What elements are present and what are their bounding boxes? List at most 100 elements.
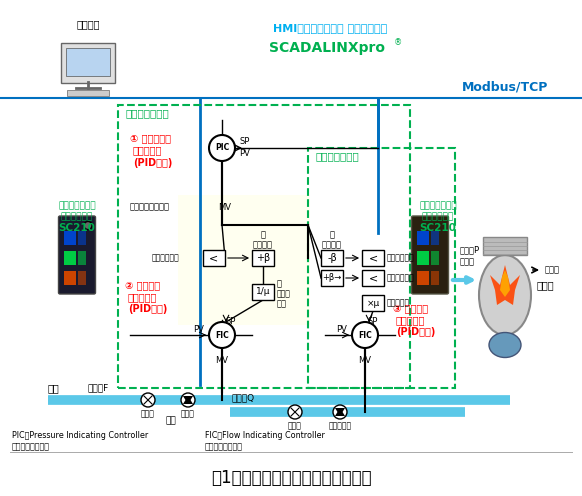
Circle shape xyxy=(209,135,235,161)
Text: <: < xyxy=(210,253,219,263)
Text: (PID制御): (PID制御) xyxy=(128,304,168,314)
Text: SP: SP xyxy=(368,317,378,326)
Text: MV: MV xyxy=(218,202,231,211)
Text: SCADALINXpro: SCADALINXpro xyxy=(269,41,385,55)
Bar xyxy=(431,270,439,285)
Circle shape xyxy=(333,405,347,419)
Text: 1/μ: 1/μ xyxy=(255,288,270,297)
Polygon shape xyxy=(183,396,193,404)
Text: 主蒸気: 主蒸気 xyxy=(545,265,560,274)
FancyBboxPatch shape xyxy=(61,43,115,83)
Text: PV: PV xyxy=(239,149,250,159)
Text: 流量計: 流量計 xyxy=(288,421,302,430)
Text: PIC：Pressure Indicating Controller: PIC：Pressure Indicating Controller xyxy=(12,432,148,440)
Text: 流量：Q: 流量：Q xyxy=(232,393,255,402)
Bar xyxy=(308,148,455,388)
Text: シングルループ: シングルループ xyxy=(58,201,96,210)
Circle shape xyxy=(84,222,92,230)
Bar xyxy=(64,250,76,264)
Text: -β: -β xyxy=(327,253,337,263)
Text: (PID制御): (PID制御) xyxy=(133,158,172,168)
Polygon shape xyxy=(335,408,345,416)
Bar xyxy=(252,250,274,266)
Text: コントローラ: コントローラ xyxy=(422,212,454,222)
Text: 調節ダンパ: 調節ダンパ xyxy=(328,421,352,430)
Text: パソコン: パソコン xyxy=(76,19,100,29)
Circle shape xyxy=(209,322,235,348)
FancyBboxPatch shape xyxy=(59,216,95,294)
Bar xyxy=(66,48,110,76)
Text: 圧力指示調節計: 圧力指示調節計 xyxy=(12,442,50,451)
Text: Modbus/TCP: Modbus/TCP xyxy=(462,80,548,94)
Bar xyxy=(118,105,410,388)
Bar xyxy=(417,231,429,245)
Ellipse shape xyxy=(489,332,521,358)
Bar xyxy=(417,250,429,264)
Text: MV: MV xyxy=(215,356,229,365)
Text: 負: 負 xyxy=(329,231,335,240)
Bar xyxy=(321,270,343,286)
Text: バイアス: バイアス xyxy=(253,241,273,249)
FancyBboxPatch shape xyxy=(411,216,449,294)
Text: PIC: PIC xyxy=(215,143,229,152)
Ellipse shape xyxy=(479,255,531,335)
Bar xyxy=(483,237,527,255)
Text: +β→: +β→ xyxy=(322,273,342,283)
Bar xyxy=(417,270,429,285)
Text: 空燃比設定: 空燃比設定 xyxy=(387,299,410,308)
Circle shape xyxy=(288,405,302,419)
Text: PV: PV xyxy=(336,325,347,334)
Bar xyxy=(321,250,343,266)
Text: 設定: 設定 xyxy=(277,300,287,309)
Text: コントローラ１: コントローラ１ xyxy=(126,108,170,118)
Text: SC210: SC210 xyxy=(59,223,95,233)
Text: コントローラ: コントローラ xyxy=(61,212,93,222)
Text: ③ 空気流量: ③ 空気流量 xyxy=(393,303,428,313)
Text: コントローラ２: コントローラ２ xyxy=(316,151,360,161)
Text: ×μ: ×μ xyxy=(367,299,379,308)
Bar xyxy=(431,231,439,245)
Circle shape xyxy=(141,393,155,407)
Bar xyxy=(78,250,86,264)
Bar xyxy=(203,250,225,266)
Text: 制御ループ: 制御ループ xyxy=(133,145,162,155)
Text: <: < xyxy=(368,273,378,283)
Text: MV: MV xyxy=(359,356,371,365)
Text: 空気: 空気 xyxy=(165,417,176,426)
Bar xyxy=(178,195,310,325)
Bar xyxy=(362,250,384,266)
Bar xyxy=(252,284,274,300)
Text: ローセレクタ: ローセレクタ xyxy=(151,253,179,262)
Text: シングルループ: シングルループ xyxy=(419,201,457,210)
Text: SP: SP xyxy=(239,137,249,146)
Polygon shape xyxy=(490,265,520,305)
Text: ハイセレクタ: ハイセレクタ xyxy=(387,253,415,262)
Text: SP: SP xyxy=(225,317,235,326)
Text: SC210: SC210 xyxy=(420,223,456,233)
Text: 流量指示調節計: 流量指示調節計 xyxy=(205,442,243,451)
Circle shape xyxy=(352,322,378,348)
Bar xyxy=(431,250,439,264)
Text: 圧力：P: 圧力：P xyxy=(460,246,480,254)
Text: 燃料: 燃料 xyxy=(48,383,60,393)
Text: 空燃比: 空燃比 xyxy=(277,290,291,299)
Text: PV: PV xyxy=(193,325,204,334)
Text: 制御ループ: 制御ループ xyxy=(128,292,157,302)
Text: 流量計: 流量計 xyxy=(141,409,155,418)
Bar xyxy=(78,270,86,285)
Text: ローセレクタ: ローセレクタ xyxy=(387,273,415,283)
Text: <: < xyxy=(368,253,378,263)
Text: ®: ® xyxy=(394,39,402,48)
Bar xyxy=(64,231,76,245)
Text: 圧力計: 圧力計 xyxy=(460,257,475,266)
Circle shape xyxy=(181,393,195,407)
Bar xyxy=(67,90,109,96)
Text: 逆: 逆 xyxy=(277,280,282,289)
Text: 正: 正 xyxy=(261,231,265,240)
Bar xyxy=(64,270,76,285)
Polygon shape xyxy=(183,396,193,404)
Polygon shape xyxy=(500,270,510,297)
Text: 図1　ボイラ燃焼制御ループ構成図: 図1 ボイラ燃焼制御ループ構成図 xyxy=(211,469,371,487)
Text: +β: +β xyxy=(256,253,270,263)
Text: ボイラマスタ信号: ボイラマスタ信号 xyxy=(130,202,170,211)
